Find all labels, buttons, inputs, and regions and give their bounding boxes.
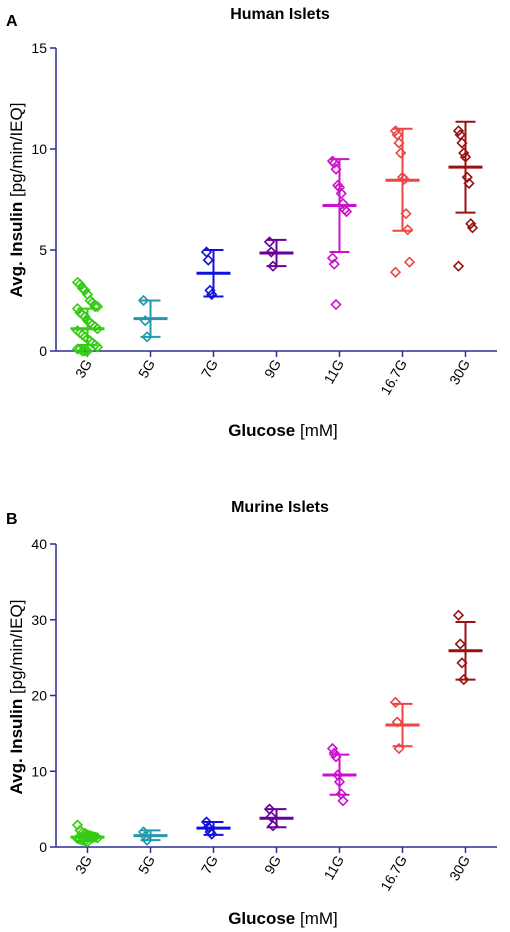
chart-title-human: Human Islets <box>230 6 330 23</box>
y-tick-label: 10 <box>31 141 47 157</box>
data-point <box>202 254 214 266</box>
data-point <box>206 288 218 301</box>
x-tick-label: 5G <box>135 853 158 877</box>
x-axis-title-bold: Glucose <box>228 909 295 928</box>
data-point <box>81 345 94 357</box>
x-tick-label: 9G <box>261 853 284 877</box>
y-tick-label: 15 <box>31 40 47 56</box>
data-point <box>458 147 470 159</box>
data-point <box>395 147 407 159</box>
data-point <box>328 747 340 759</box>
data-point <box>74 278 86 290</box>
y-tick-label: 40 <box>31 536 47 552</box>
y-axis-title-bold: Avg. Insulin <box>7 202 26 298</box>
data-point <box>337 795 349 807</box>
plot-area-murine: 0 10 20 30 40 3G 5G 7G 9G 11G 16.7G 30G <box>31 536 497 894</box>
data-point <box>200 246 213 258</box>
data-point <box>330 298 342 311</box>
x-tick-label: 30G <box>446 357 473 388</box>
data-point <box>200 816 213 828</box>
y-axis-title-bold: Avg. Insulin <box>7 699 26 795</box>
data-point <box>263 236 276 248</box>
data-point <box>91 300 104 313</box>
data-point <box>398 173 410 185</box>
data-point <box>265 811 277 823</box>
data-point <box>71 302 84 315</box>
panel-human-islets: A Human Islets Avg. Insulin [pg/min/IEQ]… <box>6 6 497 440</box>
data-point <box>389 696 402 708</box>
panel-label-a: A <box>6 13 18 30</box>
data-point <box>452 609 465 621</box>
y-tick-label: 0 <box>39 343 47 359</box>
x-axis-title-unit: [mM] <box>300 909 338 928</box>
x-tick-label: 16.7G <box>377 853 410 894</box>
data-point <box>458 673 470 686</box>
plot-area-human: 0 5 10 15 3G 5G 7G 9G 11G 16.7G 30G <box>31 40 497 398</box>
data-point <box>452 260 465 272</box>
data-point <box>326 742 339 755</box>
y-tick-label: 5 <box>39 242 47 258</box>
y-axis-title-human: Avg. Insulin [pg/min/IEQ] <box>7 103 26 298</box>
x-tick-label: 11G <box>321 357 348 387</box>
x-tick-label: 3G <box>72 853 95 877</box>
data-point <box>265 246 277 258</box>
x-tick-label: 30G <box>446 853 473 884</box>
data-point <box>79 345 91 357</box>
panel-murine-islets: B Murine Islets Avg. Insulin [pg/min/IEQ… <box>6 499 497 928</box>
data-point <box>452 125 465 137</box>
x-tick-label: 9G <box>261 357 284 381</box>
data-point <box>389 266 402 278</box>
panel-label-b: B <box>6 511 18 528</box>
data-point <box>328 157 340 169</box>
x-tick-label: 3G <box>72 357 95 381</box>
x-tick-label: 7G <box>198 357 221 381</box>
data-point <box>202 821 214 833</box>
x-tick-label: 16.7G <box>377 357 410 398</box>
y-tick-label: 10 <box>31 763 47 779</box>
x-tick-label: 7G <box>198 853 221 877</box>
x-axis-title-bold: Glucose <box>228 421 295 440</box>
data-point <box>340 205 353 218</box>
data-point <box>206 828 218 840</box>
x-tick-label: 11G <box>321 853 348 883</box>
data-point <box>466 222 479 234</box>
y-axis-title-unit: [pg/min/IEQ] <box>7 103 26 197</box>
data-point <box>403 256 416 268</box>
x-axis-title-human: Glucose [mM] <box>228 421 338 440</box>
data-point <box>465 218 477 230</box>
data-point <box>454 638 466 650</box>
y-axis-title-unit: [pg/min/IEQ] <box>7 600 26 694</box>
data-point <box>402 224 414 236</box>
x-tick-label: 5G <box>135 357 158 381</box>
data-point <box>461 171 473 183</box>
chart-title-murine: Murine Islets <box>231 499 329 516</box>
y-axis-title-murine: Avg. Insulin [pg/min/IEQ] <box>7 600 26 795</box>
data-point <box>71 819 84 831</box>
y-tick-label: 0 <box>39 839 47 855</box>
data-point <box>79 284 91 297</box>
data-point <box>328 258 340 270</box>
data-point <box>326 252 339 264</box>
data-point <box>335 187 347 200</box>
y-tick-label: 20 <box>31 688 47 704</box>
data-point <box>89 300 101 313</box>
y-tick-label: 30 <box>31 612 47 628</box>
x-axis-title-murine: Glucose [mM] <box>228 909 338 928</box>
x-axis-title-unit: [mM] <box>300 421 338 440</box>
data-point <box>137 294 150 307</box>
